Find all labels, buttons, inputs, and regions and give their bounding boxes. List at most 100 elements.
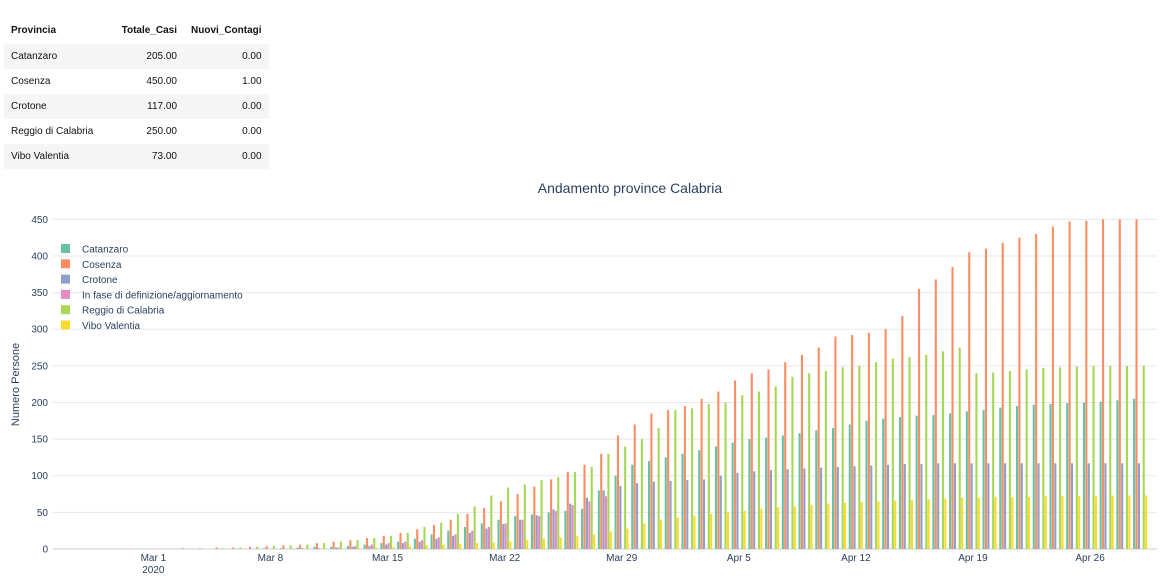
bar[interactable] bbox=[932, 414, 935, 549]
bar[interactable] bbox=[667, 409, 670, 549]
bar[interactable] bbox=[934, 279, 937, 549]
bar[interactable] bbox=[452, 535, 455, 549]
bar[interactable] bbox=[299, 544, 302, 549]
bar[interactable] bbox=[748, 439, 751, 549]
bar[interactable] bbox=[385, 544, 388, 549]
bar[interactable] bbox=[487, 527, 491, 549]
bar[interactable] bbox=[800, 354, 804, 549]
bar[interactable] bbox=[521, 519, 524, 549]
bar[interactable] bbox=[263, 548, 266, 549]
bar[interactable] bbox=[958, 347, 961, 549]
bar[interactable] bbox=[430, 534, 433, 549]
bar[interactable] bbox=[248, 546, 252, 549]
bar[interactable] bbox=[542, 538, 545, 549]
bar[interactable] bbox=[937, 463, 940, 549]
bar[interactable] bbox=[982, 409, 985, 549]
bar[interactable] bbox=[1049, 403, 1052, 549]
bar[interactable] bbox=[346, 546, 349, 549]
bar[interactable] bbox=[700, 398, 703, 549]
bar[interactable] bbox=[1008, 370, 1011, 549]
bar[interactable] bbox=[1082, 402, 1085, 549]
header-totale-casi[interactable]: Totale_Casi bbox=[121, 24, 177, 36]
bar[interactable] bbox=[569, 503, 572, 549]
bar[interactable] bbox=[870, 465, 873, 549]
bar[interactable] bbox=[306, 544, 309, 549]
bar[interactable] bbox=[650, 413, 653, 549]
bar[interactable] bbox=[1125, 365, 1129, 549]
bar[interactable] bbox=[777, 507, 780, 549]
bar[interactable] bbox=[1042, 368, 1045, 549]
bar[interactable] bbox=[1032, 404, 1035, 549]
bar[interactable] bbox=[669, 480, 672, 549]
bar[interactable] bbox=[607, 453, 610, 549]
bar[interactable] bbox=[636, 483, 639, 549]
bar[interactable] bbox=[602, 490, 605, 549]
bar[interactable] bbox=[1092, 365, 1095, 549]
bar[interactable] bbox=[289, 545, 292, 549]
bar[interactable] bbox=[530, 514, 533, 549]
bar[interactable] bbox=[741, 395, 744, 549]
bar[interactable] bbox=[875, 362, 878, 549]
bar[interactable] bbox=[791, 376, 794, 549]
bar[interactable] bbox=[1102, 219, 1105, 549]
bar[interactable] bbox=[507, 487, 510, 549]
bar[interactable] bbox=[330, 546, 333, 549]
bar[interactable] bbox=[518, 519, 522, 549]
bar[interactable] bbox=[540, 480, 543, 549]
bar[interactable] bbox=[401, 543, 404, 549]
bar[interactable] bbox=[593, 534, 596, 549]
bar[interactable] bbox=[554, 510, 557, 549]
bar[interactable] bbox=[1018, 237, 1021, 550]
bar[interactable] bbox=[724, 402, 727, 549]
bar[interactable] bbox=[475, 543, 479, 549]
bar[interactable] bbox=[616, 435, 620, 549]
bar[interactable] bbox=[375, 547, 378, 549]
bar[interactable] bbox=[803, 468, 806, 549]
bar[interactable] bbox=[526, 540, 529, 549]
bar[interactable] bbox=[901, 316, 904, 549]
bar[interactable] bbox=[731, 442, 734, 549]
bar[interactable] bbox=[323, 543, 326, 549]
bar[interactable] bbox=[435, 538, 438, 549]
bar[interactable] bbox=[1094, 496, 1097, 549]
bar[interactable] bbox=[820, 467, 823, 549]
bar[interactable] bbox=[827, 503, 830, 549]
bar[interactable] bbox=[736, 472, 739, 549]
bar[interactable] bbox=[836, 466, 839, 549]
bar[interactable] bbox=[619, 485, 622, 549]
bar[interactable] bbox=[533, 486, 536, 549]
bar[interactable] bbox=[349, 540, 352, 549]
bar[interactable] bbox=[1142, 365, 1145, 549]
bar[interactable] bbox=[406, 532, 409, 549]
bar[interactable] bbox=[256, 546, 259, 549]
bar[interactable] bbox=[282, 545, 285, 549]
bar[interactable] bbox=[392, 546, 395, 549]
bar[interactable] bbox=[440, 522, 443, 549]
bar[interactable] bbox=[944, 498, 947, 549]
bar[interactable] bbox=[808, 373, 811, 549]
bar[interactable] bbox=[356, 540, 359, 549]
bar[interactable] bbox=[1121, 463, 1124, 549]
bar[interactable] bbox=[858, 365, 861, 549]
bar[interactable] bbox=[674, 409, 677, 549]
bar[interactable] bbox=[614, 475, 617, 549]
bar[interactable] bbox=[1078, 496, 1081, 549]
bar[interactable] bbox=[643, 523, 646, 549]
bar[interactable] bbox=[232, 547, 235, 549]
bar[interactable] bbox=[1109, 365, 1112, 549]
bar[interactable] bbox=[877, 501, 880, 549]
bar[interactable] bbox=[358, 548, 361, 549]
bar[interactable] bbox=[387, 543, 390, 549]
bar[interactable] bbox=[423, 527, 426, 549]
bar[interactable] bbox=[994, 496, 997, 549]
bar[interactable] bbox=[1128, 495, 1131, 549]
bar[interactable] bbox=[707, 403, 710, 549]
bar[interactable] bbox=[368, 546, 371, 549]
bar[interactable] bbox=[1015, 406, 1019, 549]
bar[interactable] bbox=[1087, 463, 1090, 549]
bar[interactable] bbox=[915, 415, 918, 549]
bar[interactable] bbox=[222, 548, 225, 549]
bar[interactable] bbox=[1135, 219, 1138, 549]
bar[interactable] bbox=[834, 336, 837, 549]
bar[interactable] bbox=[366, 538, 369, 549]
